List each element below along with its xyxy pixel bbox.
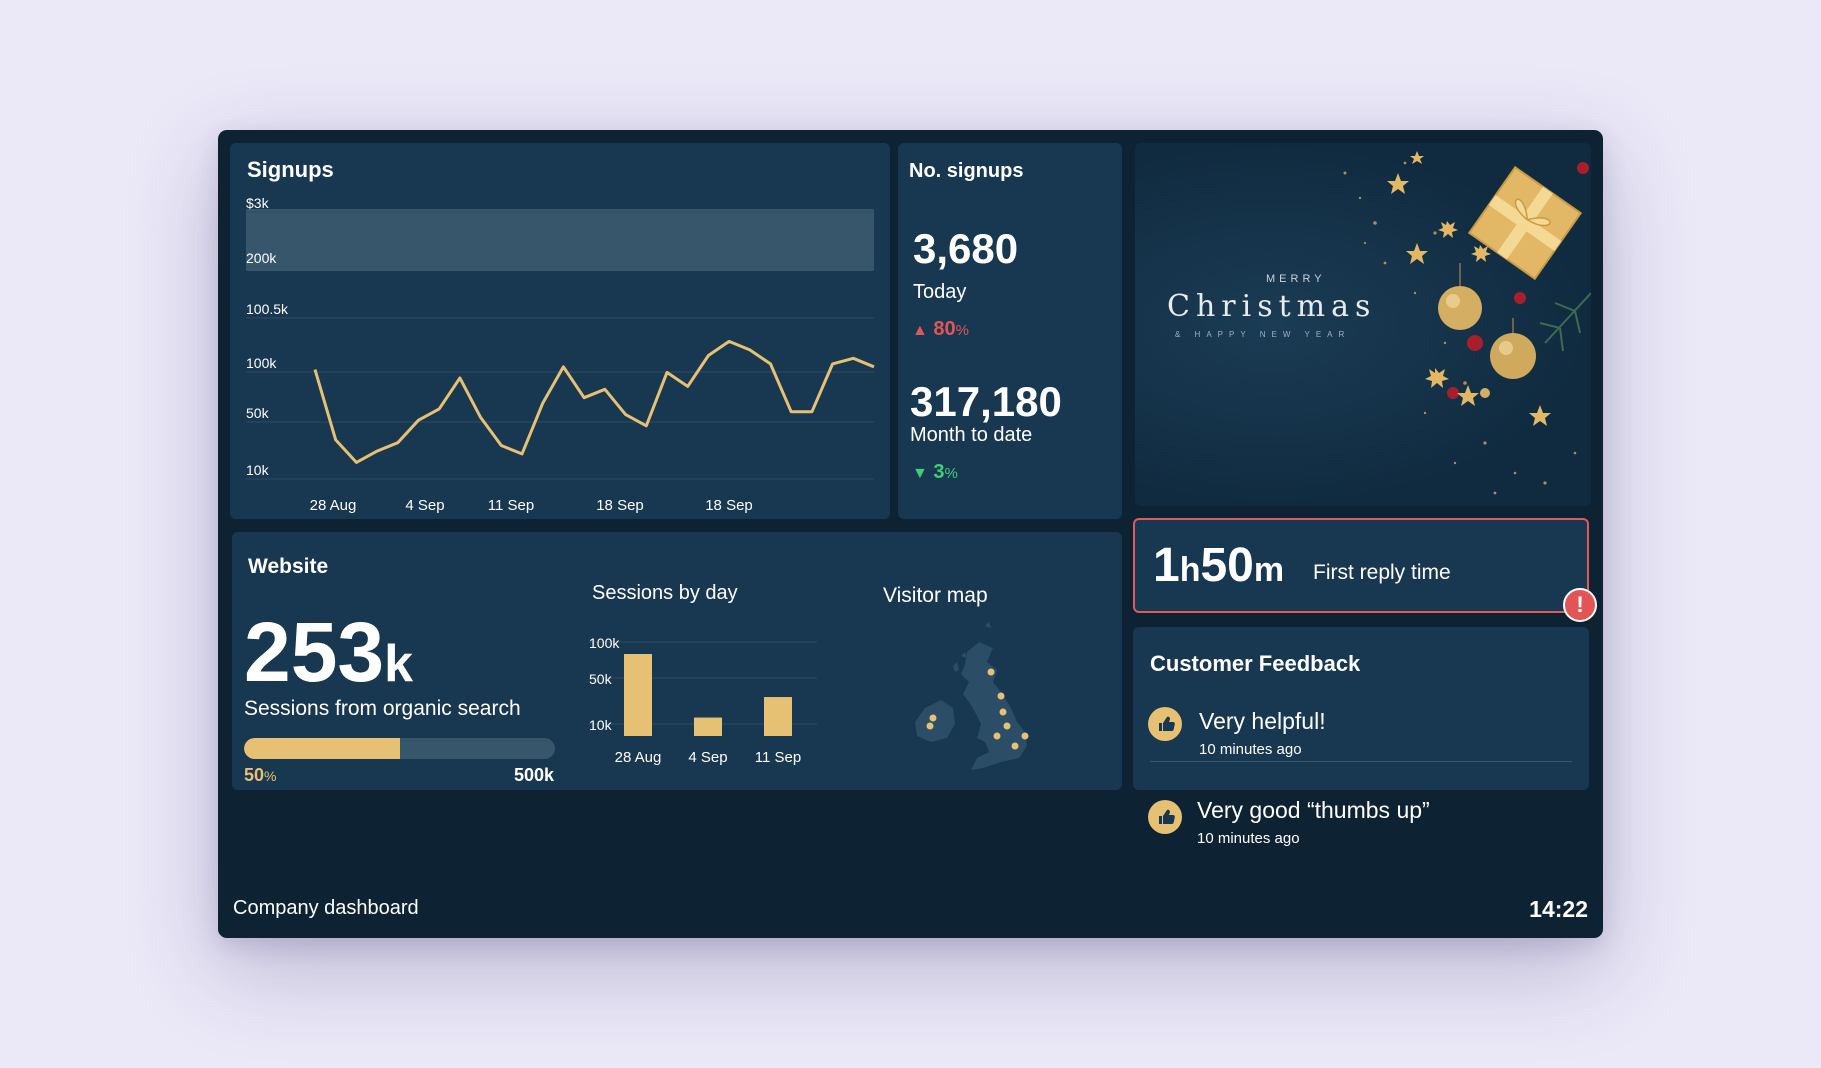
y-tick-label: 50k <box>246 405 270 421</box>
y-tick-label: 100k <box>589 635 620 651</box>
reply-time-hours: 1 <box>1153 539 1180 592</box>
website-title: Website <box>248 555 329 578</box>
uk-map-graphic <box>915 622 1029 770</box>
y-tick-label: 50k <box>589 671 613 687</box>
mtd-change-value: 3 <box>933 461 945 483</box>
session-bar <box>694 717 722 736</box>
mtd-change: ▼ 3% <box>912 461 958 484</box>
progress-percent: 50% <box>244 765 276 786</box>
x-tick-label: 18 Sep <box>705 497 753 514</box>
y-tick-label: $3k <box>246 195 270 211</box>
ornaments <box>1438 162 1589 399</box>
x-tick-label: 28 Aug <box>310 497 357 514</box>
today-value: 3,680 <box>913 225 1019 272</box>
x-tick-label: 18 Sep <box>596 497 644 514</box>
progress-percent-value: 50 <box>244 765 265 785</box>
signups-line-chart: $3k 200k 100.5k 100k 50k 10k 28 Aug 4 Sep 11 Sep… <box>246 195 875 514</box>
christmas-title: Christmas <box>1167 289 1377 324</box>
feedback-text: Very helpful! <box>1199 708 1326 734</box>
triangle-down-icon: ▼ <box>912 465 928 482</box>
x-tick-label: 11 Sep <box>488 497 534 514</box>
mtd-change-unit: % <box>944 465 958 482</box>
feedback-title: Customer Feedback <box>1150 651 1361 676</box>
x-tick-label: 11 Sep <box>755 749 801 766</box>
sessions-number: 253 <box>244 605 385 699</box>
today-change-value: 80 <box>933 318 956 340</box>
feedback-text: Very good “thumbs up” <box>1197 797 1430 823</box>
website-panel: Website 253k Sessions from organic searc… <box>232 532 1122 790</box>
progress-fill <box>244 738 400 759</box>
christmas-decorations <box>1343 151 1591 495</box>
highlight-band <box>246 209 874 271</box>
christmas-merry: MERRY <box>1266 273 1326 285</box>
progress-max: 500k <box>513 765 554 785</box>
y-tick-label: 10k <box>589 717 613 733</box>
today-label: Today <box>913 281 967 303</box>
thumbs-up-icon <box>1148 707 1182 741</box>
feedback-divider <box>1150 761 1572 762</box>
progress-percent-unit: % <box>264 768 277 784</box>
x-tick-label: 28 Aug <box>615 749 662 766</box>
alert-icon: ! <box>1563 588 1597 622</box>
reply-time-value: 1h50m <box>1153 542 1284 590</box>
footer-clock: 14:22 <box>1529 896 1588 922</box>
reply-time-minutes: 50 <box>1200 539 1254 592</box>
mtd-label: Month to date <box>910 424 1033 446</box>
northern-isles <box>953 622 991 672</box>
y-tick-label: 100k <box>246 355 277 371</box>
signups-series-line <box>313 339 875 464</box>
today-change-unit: % <box>955 322 969 339</box>
y-tick-label: 100.5k <box>246 301 289 317</box>
footer-title: Company dashboard <box>233 897 419 919</box>
thumbs-up-icon <box>1148 800 1182 834</box>
y-tick-label: 200k <box>246 250 277 266</box>
x-tick-label: 4 Sep <box>405 497 444 514</box>
feedback-time: 10 minutes ago <box>1199 741 1302 758</box>
reply-time-label: First reply time <box>1313 561 1451 584</box>
reply-time-panel: 1h50m First reply time <box>1133 518 1589 613</box>
christmas-subtitle: & HAPPY NEW YEAR <box>1175 330 1351 339</box>
x-tick-label: 4 Sep <box>688 749 727 766</box>
signups-panel: Signups $3k 200k 100.5k 100k 50k 10k 28 Aug 4 S… <box>230 143 890 519</box>
reply-time-hours-unit: h <box>1179 551 1201 589</box>
feedback-time: 10 minutes ago <box>1197 830 1300 847</box>
mtd-value: 317,180 <box>910 378 1062 425</box>
no-signups-title: No. signups <box>909 160 1024 182</box>
sessions-value: 253k <box>244 610 413 694</box>
great-britain-shape <box>961 642 1027 770</box>
pine-branch <box>1539 292 1591 352</box>
visitor-map-title: Visitor map <box>883 584 988 607</box>
ireland-shape <box>915 700 955 742</box>
gift-box <box>1467 165 1583 281</box>
stars <box>1387 151 1551 426</box>
dashboard-frame: Signups $3k 200k 100.5k 100k 50k 10k 28 Aug 4 S… <box>218 130 1603 938</box>
signups-title: Signups <box>247 157 334 182</box>
y-tick-label: 10k <box>246 462 270 478</box>
no-signups-panel: No. signups 3,680 Today ▲ 80% 317,180 Mo… <box>898 143 1122 519</box>
sessions-unit: k <box>384 635 414 693</box>
triangle-up-icon: ▲ <box>912 322 928 339</box>
today-change: ▲ 80% <box>912 318 969 341</box>
session-bar <box>764 697 792 736</box>
session-bar <box>624 654 652 736</box>
customer-feedback-panel: Customer Feedback Very helpful! 10 minut… <box>1133 627 1589 847</box>
sessions-by-day-title: Sessions by day <box>592 582 738 604</box>
reply-time-minutes-unit: m <box>1253 551 1285 589</box>
progress-track <box>244 738 555 759</box>
christmas-image-panel: MERRY Christmas & HAPPY NEW YEAR <box>1135 143 1591 506</box>
sessions-label: Sessions from organic search <box>244 697 521 720</box>
